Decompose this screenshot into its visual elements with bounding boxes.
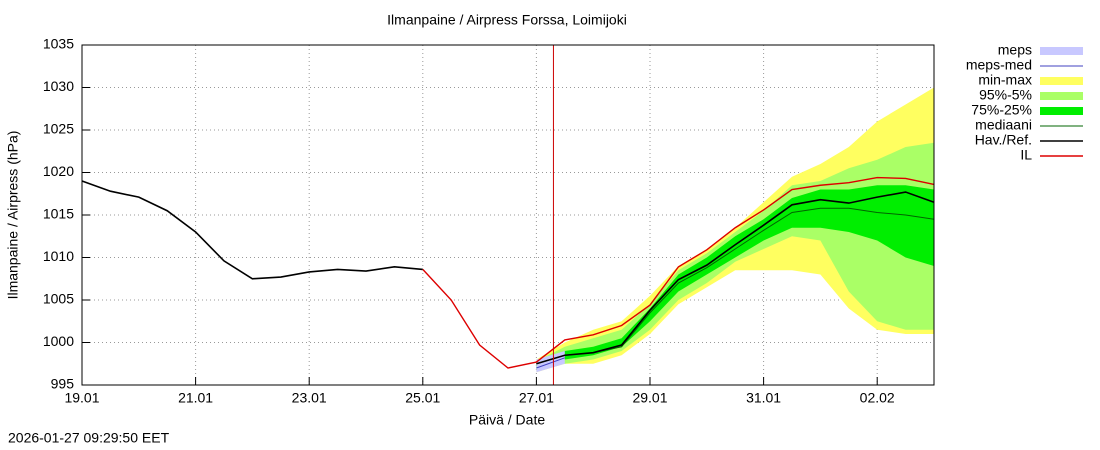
y-tick-label: 1015 <box>43 206 74 222</box>
y-axis-label: Ilmanpaine / Airpress (hPa) <box>5 131 21 300</box>
x-tick-label: 27.01 <box>519 390 554 406</box>
legend-label: Hav./Ref. <box>975 132 1032 148</box>
plot-frame <box>81 44 935 386</box>
y-tick-label: 995 <box>51 376 75 392</box>
legend-label: 75%-25% <box>971 102 1032 118</box>
y-tick-label: 1025 <box>43 121 74 137</box>
x-tick-label: 21.01 <box>178 390 213 406</box>
chart-title: Ilmanpaine / Airpress Forssa, Loimijoki <box>387 12 627 28</box>
x-tick-label: 02.02 <box>860 390 895 406</box>
x-tick-label: 19.01 <box>64 390 99 406</box>
y-tick-label: 1035 <box>43 36 74 52</box>
legend-swatch <box>1040 92 1083 100</box>
legend-label: meps <box>998 42 1032 58</box>
legend-swatch <box>1040 47 1083 55</box>
y-tick-label: 1020 <box>43 163 74 179</box>
band <box>536 87 934 373</box>
x-tick-label: 31.01 <box>746 390 781 406</box>
line <box>81 180 935 365</box>
legend-label: 95%-5% <box>979 87 1032 103</box>
x-tick-label: 25.01 <box>405 390 440 406</box>
x-tick-label: 29.01 <box>632 390 667 406</box>
legend-swatch <box>1040 77 1083 85</box>
legend-swatch <box>1040 107 1083 115</box>
legend-label: IL <box>1020 147 1032 163</box>
line <box>422 176 935 369</box>
legend-label: mediaani <box>975 117 1032 133</box>
timestamp: 2026-01-27 09:29:50 EET <box>8 430 170 446</box>
band <box>536 351 565 373</box>
x-tick-label: 23.01 <box>292 390 327 406</box>
legend-label: min-max <box>978 72 1032 88</box>
line <box>536 357 565 369</box>
legend-label: meps-med <box>966 57 1032 73</box>
y-tick-label: 1000 <box>43 333 74 349</box>
band <box>536 185 934 368</box>
y-tick-label: 1030 <box>43 78 74 94</box>
x-axis-label: Päivä / Date <box>469 412 545 428</box>
y-tick-label: 1010 <box>43 248 74 264</box>
y-tick-label: 1005 <box>43 291 74 307</box>
